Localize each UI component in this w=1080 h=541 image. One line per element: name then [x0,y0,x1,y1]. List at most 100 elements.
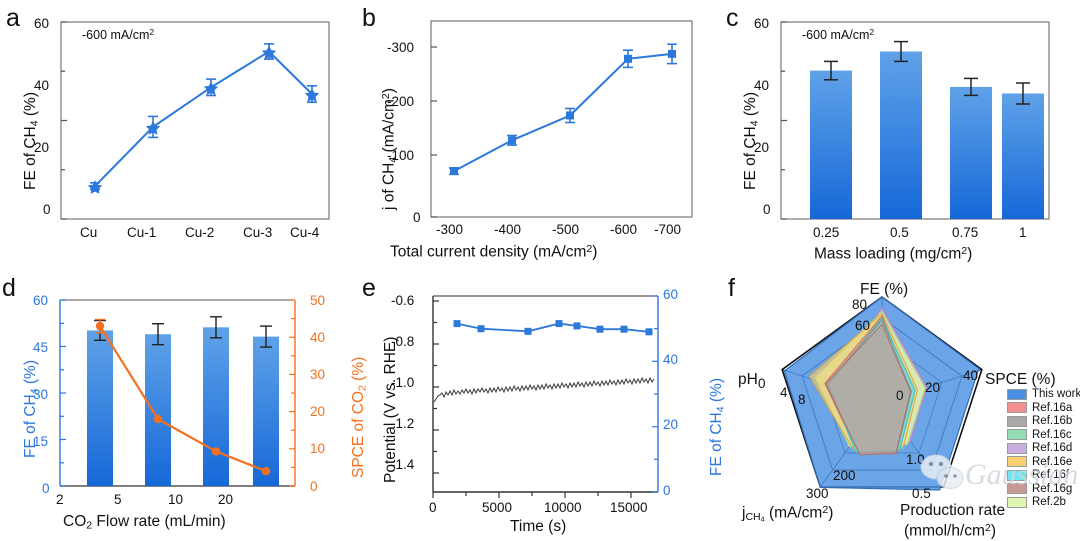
panel-a-series [94,50,313,187]
panel-c-ytick-40: 40 [754,78,770,93]
panel-b-xtick-400: -400 [494,222,522,237]
panel-c-plot [780,21,1050,220]
panel-a-ytick-20: 20 [34,140,50,155]
panel-a-xtick-cu: Cu [80,225,98,240]
panel-c-xtick-1: 1 [1019,225,1027,240]
legend-label-8: Ref.2b [1032,496,1066,509]
panel-c-x-title-sup: 2 [961,245,968,257]
panel-e-xtick-15000: 15000 [610,500,648,515]
panel-d-x-axis-title: CO2 Flow rate (mL/min) [63,513,226,531]
watermark-text: Gaussian [965,458,1079,491]
panel-d-ytick-left-45: 45 [33,340,49,355]
panel-b-label: b [362,4,376,32]
panel-f: f FE (%) SPCE (%) pH jCH4 (mA/cm2) Produ… [720,268,1080,540]
legend-item-1[interactable]: Ref.16a [1007,402,1080,415]
panel-b-x-title-sup: 2 [586,243,593,255]
panel-a-xtick-cu1: Cu-1 [127,225,157,240]
legend-item-7[interactable]: Ref.16g [1007,483,1080,496]
panel-b-x-title-end: ) [592,243,598,261]
legend-item-4[interactable]: Ref.16d [1007,442,1080,455]
legend-item-0[interactable]: This work [1007,388,1080,401]
panel-f-tick-fe-80: 80 [852,297,868,312]
panel-f-legend: This work Ref.16a Ref.16b Ref.16c Ref.16… [1007,388,1080,509]
panel-e-label: e [362,274,376,302]
legend-item-8[interactable]: Ref.2b [1007,496,1080,509]
legend-label-3: Ref.16c [1032,428,1072,441]
panel-c-xtick-075: 0.75 [952,225,979,240]
panel-c: c FE of CH4 (%) 60 40 20 0 -600 mA/cm2 [720,0,1080,268]
panel-b-xtick-600: -600 [610,222,638,237]
panel-f-tick-spce-20: 20 [925,380,941,395]
panel-a-y-title-sub: 4 [28,120,41,127]
legend-item-2[interactable]: Ref.16b [1007,415,1080,428]
panel-d-xtick-20: 20 [218,492,234,507]
panel-e-xtick-10000: 10000 [544,500,582,515]
panel-f-tick-fe-60: 60 [855,318,871,333]
panel-f-tick-ph-8: 8 [798,392,806,407]
panel-d-ytick-right-30: 30 [310,367,326,382]
legend-swatch-6 [1007,469,1027,481]
panel-d-ytick-right-20: 20 [310,404,326,419]
legend-swatch-4 [1007,442,1027,454]
panel-d-spce-line [99,325,267,473]
panel-d-y-left-post: (%) [22,359,39,389]
panel-c-ytick-0: 0 [763,202,771,217]
panel-e-xtick-5000: 5000 [482,500,513,515]
panel-b-ytick-0: 0 [413,210,421,225]
panel-b: b j of CH4 (mA/cm2) -300 -200 -100 0 [360,0,720,268]
panel-c-bars [810,51,1044,220]
panel-f-tick-spce-0: 0 [896,388,904,403]
panel-e-fe-line [456,322,650,333]
panel-f-tick-prod-10: 1.0 [906,452,925,467]
panel-e-ytick-m12: -1.2 [391,416,415,431]
legend-swatch-1 [1007,402,1027,414]
panel-e: e Potential (V vs. RHE) -0.6 -0.8 -1.0 -… [360,268,726,537]
panel-a-frame [60,21,330,220]
panel-f-axis-label-fe: FE (%) [860,281,909,298]
panel-a-xtick-cu4: Cu-4 [290,225,320,240]
panel-d-right-ticks [289,299,295,487]
legend-label-2: Ref.16b [1032,415,1073,428]
panel-a-plot [60,21,330,220]
legend-item-5[interactable]: Ref.16e [1007,456,1080,469]
panel-d-bar-errorbars [94,316,272,348]
panel-a-ytick-0: 0 [43,202,51,217]
panel-e-ytick-m08: -0.8 [391,334,415,349]
panel-e-xtick-0: 0 [429,500,437,515]
panel-d: d FE of CH4 (%) 60 45 30 15 0 [0,268,368,537]
panel-b-xtick-300: -300 [436,222,464,237]
panel-a: a FE of CH4 (%) 60 40 20 0 -600 mA/cm2 [0,0,360,268]
panel-d-plot [59,299,296,487]
legend-item-6[interactable]: Ref.16f [1007,469,1080,482]
panel-f-tick-ph-0: 0 [758,376,766,391]
panel-c-x-axis-title: Mass loading (mg/cm2) [814,245,972,264]
panel-d-ytick-left-30: 30 [33,387,49,402]
panel-a-ytick-40: 40 [34,78,50,93]
panel-c-errorbars [824,40,1030,105]
panel-d-label: d [2,274,16,302]
panel-d-bars [87,327,279,486]
panel-d-x-title-pre: CO [63,513,87,530]
panel-a-y-title-post: (%) [22,91,39,121]
panel-b-y-title-end: ) [380,88,398,94]
panel-d-ytick-right-50: 50 [310,293,326,308]
panel-e-plot [432,295,659,498]
panel-e-fe-markers [453,320,653,336]
panel-c-y-title-sub: 4 [748,120,761,127]
panel-f-axis-label-prodrate-units: (mmol/h/cm2) [904,522,996,540]
panel-f-tick-jch4-200: 200 [833,468,856,483]
panel-d-ytick-right-40: 40 [310,330,326,345]
legend-item-3[interactable]: Ref.16c [1007,429,1080,442]
panel-a-annotation: -600 mA/cm2 [82,27,155,42]
panel-d-ytick-right-0: 0 [310,479,318,494]
panel-f-axis-label-prodrate: Production rate [900,502,1006,519]
legend-swatch-2 [1007,415,1027,427]
panel-c-annotation: -600 mA/cm2 [802,27,875,42]
panel-c-y-title-post: (%) [742,91,759,121]
panel-e-potential-trace [433,376,655,403]
panel-a-ytick-60: 60 [34,16,50,31]
panel-d-spce-errorbar [95,318,105,334]
legend-label-1: Ref.16a [1032,401,1073,414]
panel-e-ytick-m06: -0.6 [391,293,415,308]
panel-f-jch4-pre: j [742,504,746,522]
